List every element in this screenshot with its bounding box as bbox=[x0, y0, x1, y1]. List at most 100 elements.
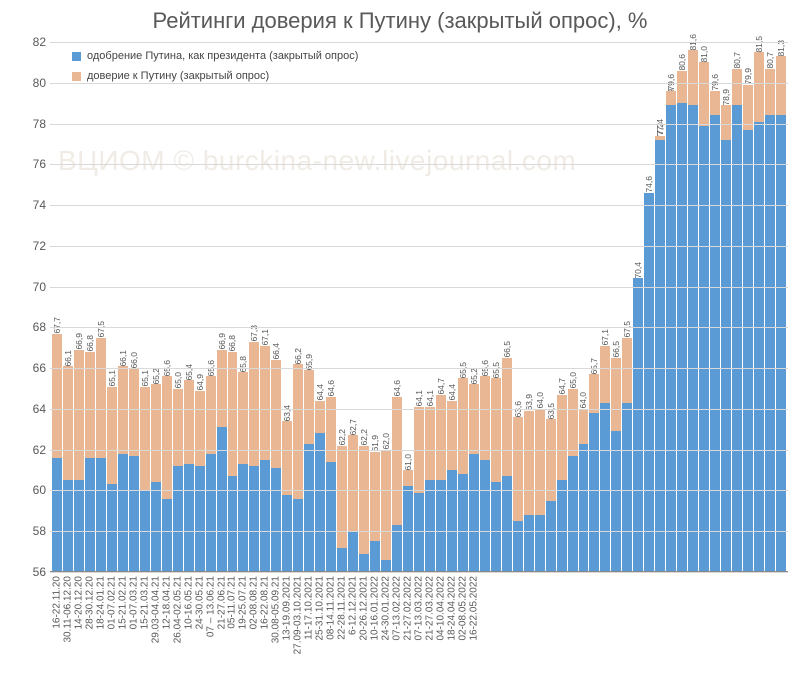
bar-trust: 81,0 bbox=[699, 62, 709, 125]
bar-column: 61,464,6 bbox=[326, 42, 336, 572]
bar-trust: 67,7 bbox=[52, 334, 62, 458]
bar-value-trust: 66,2 bbox=[293, 347, 303, 365]
gridline bbox=[50, 327, 788, 328]
bar-column: 62,365,9 bbox=[304, 42, 314, 572]
bar-column: 61,267,3 bbox=[249, 42, 259, 572]
bar-value-trust: 64,0 bbox=[535, 391, 545, 409]
x-tick: 26.04-02.05.21 bbox=[173, 574, 183, 677]
x-tick: 08-14.11.2021 bbox=[326, 574, 336, 677]
x-tick-label: 21-27.03.2022 bbox=[424, 576, 435, 641]
gridline bbox=[50, 531, 788, 532]
x-tick-label: 24-30.01.2022 bbox=[381, 576, 392, 641]
bar-column: 61,866,1 bbox=[118, 42, 128, 572]
bar-value-trust: 65,0 bbox=[173, 371, 183, 389]
bar-trust: 77,4 bbox=[655, 136, 665, 140]
bar-trust: 64,6 bbox=[392, 397, 402, 525]
bar-value-trust: 63,4 bbox=[282, 404, 292, 422]
bar-trust: 81,3 bbox=[776, 56, 786, 115]
bar-trust: 66,9 bbox=[74, 350, 84, 480]
x-tick: 19-25.07.21 bbox=[238, 574, 248, 677]
x-tick bbox=[524, 574, 534, 677]
x-tick bbox=[743, 574, 753, 677]
bar-trust: 64,6 bbox=[326, 397, 336, 462]
x-tick bbox=[568, 574, 578, 677]
x-tick bbox=[557, 574, 567, 677]
bar-approval: 64,3 bbox=[600, 403, 610, 572]
bar-column: 56,662,0 bbox=[381, 42, 391, 572]
bar-column: 61,667,5 bbox=[96, 42, 106, 572]
x-tick: 24-30.05.21 bbox=[195, 574, 205, 677]
x-tick bbox=[633, 574, 643, 677]
bar-approval: 78,4 bbox=[765, 115, 775, 572]
x-tick bbox=[776, 574, 786, 677]
bar-value-trust: 65,2 bbox=[151, 367, 161, 385]
bar-value-trust: 66,9 bbox=[217, 332, 227, 350]
bar-column: 63,166,9 bbox=[217, 42, 227, 572]
bar-value-trust: 67,1 bbox=[260, 328, 270, 346]
bar-approval: 63,8 bbox=[589, 413, 599, 572]
x-tick: 13-19.09.2021 bbox=[282, 574, 292, 677]
bar-column: 60,865,5 bbox=[458, 42, 468, 572]
bar-trust: 65,2 bbox=[151, 384, 161, 482]
bar-trust: 65,5 bbox=[491, 378, 501, 482]
x-tick bbox=[666, 574, 676, 677]
x-tick-label: 07-13.03.2022 bbox=[413, 576, 424, 641]
x-tick-label: 16-22.05.2022 bbox=[468, 576, 479, 641]
bar-approval: 60,5 bbox=[557, 480, 567, 572]
x-tick bbox=[480, 574, 490, 677]
bar-trust: 66,9 bbox=[217, 350, 227, 427]
x-tick-label: 27.09-03.10.2021 bbox=[293, 576, 304, 654]
bar-approval: 61,8 bbox=[118, 454, 128, 572]
x-tick-label: 01-07.02.21 bbox=[106, 576, 117, 629]
bar-approval: 59,6 bbox=[293, 499, 303, 572]
x-tick-label: 10-16.05.21 bbox=[183, 576, 194, 629]
bar-trust: 65,7 bbox=[589, 374, 599, 413]
bar-value-trust: 80,6 bbox=[677, 53, 687, 71]
bar-value-trust: 67,5 bbox=[622, 320, 632, 338]
bar-approval: 78,9 bbox=[666, 105, 676, 572]
bar-column: 63,865,7 bbox=[589, 42, 599, 572]
bar-column: 77,981,0 bbox=[699, 42, 709, 572]
bar-approval: 57,2 bbox=[337, 548, 347, 572]
bar-approval: 61,8 bbox=[469, 454, 479, 572]
bar-column: 61,264,9 bbox=[195, 42, 205, 572]
bar-trust: 61,0 bbox=[403, 470, 413, 486]
bar-trust: 67,3 bbox=[249, 342, 259, 466]
bars-group: 61,667,760,566,160,566,961,666,861,667,5… bbox=[50, 42, 788, 572]
bar-approval: 61,7 bbox=[568, 456, 578, 572]
bar-value-trust: 64,4 bbox=[315, 383, 325, 401]
bar-value-trust: 65,1 bbox=[140, 369, 150, 387]
bar-column: 59,964,1 bbox=[414, 42, 424, 572]
x-tick-label: 19-25.07.21 bbox=[238, 576, 249, 629]
bar-trust: 62,0 bbox=[381, 450, 391, 560]
x-tick: 10-16.05.21 bbox=[184, 574, 194, 677]
x-tick-label: 28-30.12.20 bbox=[84, 576, 95, 629]
bar-column: 62,864,4 bbox=[315, 42, 325, 572]
bar-trust: 64,9 bbox=[195, 391, 205, 466]
bar-column: 64,367,5 bbox=[622, 42, 632, 572]
gridline bbox=[50, 205, 788, 206]
bar-trust: 65,6 bbox=[480, 376, 490, 460]
bar-column: 78,981,6 bbox=[688, 42, 698, 572]
y-tick-label: 56 bbox=[33, 565, 50, 579]
bar-value-trust: 66,9 bbox=[74, 332, 84, 350]
x-tick-label: 12-18.04.21 bbox=[161, 576, 172, 629]
bar-trust: 66,5 bbox=[502, 358, 512, 476]
bar-value-trust: 65,8 bbox=[238, 355, 248, 373]
x-tick: 22-28.11.2021 bbox=[337, 574, 347, 677]
bar-column: 61,865,2 bbox=[469, 42, 479, 572]
bar-value-trust: 67,5 bbox=[96, 320, 106, 338]
bar-column: 59,563,5 bbox=[546, 42, 556, 572]
bar-value-trust: 62,7 bbox=[348, 418, 358, 436]
bar-approval: 57,5 bbox=[370, 541, 380, 572]
bar-approval: 61,6 bbox=[85, 458, 95, 572]
x-tick-label: 04-10.04.2022 bbox=[435, 576, 446, 641]
bar-trust: 63,4 bbox=[282, 421, 292, 494]
gridline bbox=[50, 368, 788, 369]
bar-column: 61,766,0 bbox=[129, 42, 139, 572]
bar-trust: 66,1 bbox=[63, 366, 73, 480]
bar-trust: 65,4 bbox=[184, 380, 194, 464]
bar-trust: 78,9 bbox=[721, 105, 731, 140]
x-tick bbox=[754, 574, 764, 677]
x-tick bbox=[622, 574, 632, 677]
